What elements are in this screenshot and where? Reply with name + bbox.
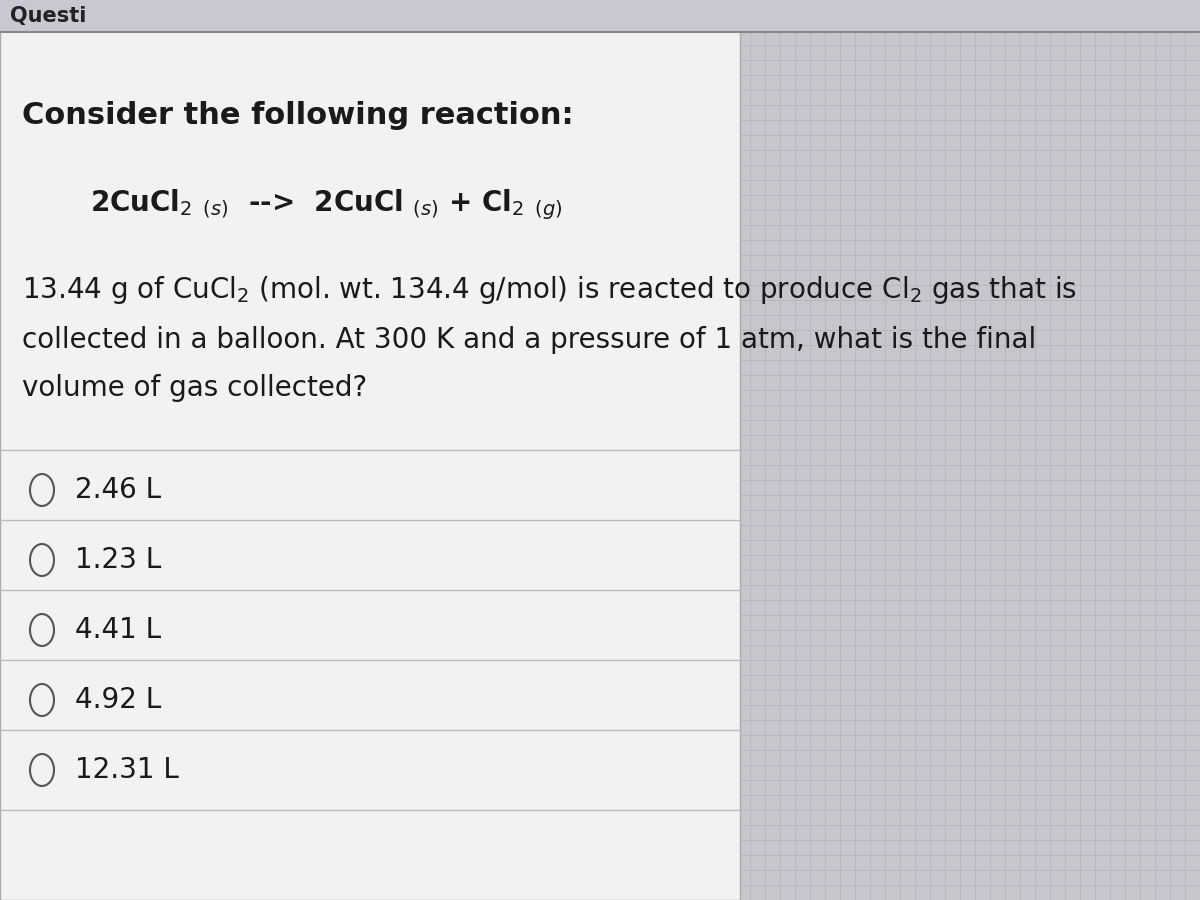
Text: 2.46 L: 2.46 L	[74, 476, 161, 504]
Bar	[0, 0, 1200, 32]
Text: 13.44 g of CuCl$_2$ (mol. wt. 134.4 g/mol) is reacted to produce Cl$_2$ gas that: 13.44 g of CuCl$_2$ (mol. wt. 134.4 g/mo…	[22, 274, 1076, 306]
Text: volume of gas collected?: volume of gas collected?	[22, 374, 367, 402]
Text: Questi: Questi	[10, 6, 86, 26]
Text: 1.23 L: 1.23 L	[74, 546, 161, 574]
Text: 2CuCl$_2$ $_{(s)}$  -->  2CuCl $_{(s)}$ + Cl$_2$ $_{(g)}$: 2CuCl$_2$ $_{(s)}$ --> 2CuCl $_{(s)}$ + …	[90, 188, 563, 222]
Text: 12.31 L: 12.31 L	[74, 756, 179, 784]
Bar	[0, 30, 740, 900]
Text: Consider the following reaction:: Consider the following reaction:	[22, 101, 574, 130]
Text: 4.41 L: 4.41 L	[74, 616, 161, 644]
Text: 4.92 L: 4.92 L	[74, 686, 161, 714]
Text: collected in a balloon. At 300 K and a pressure of 1 atm, what is the final: collected in a balloon. At 300 K and a p…	[22, 326, 1037, 354]
